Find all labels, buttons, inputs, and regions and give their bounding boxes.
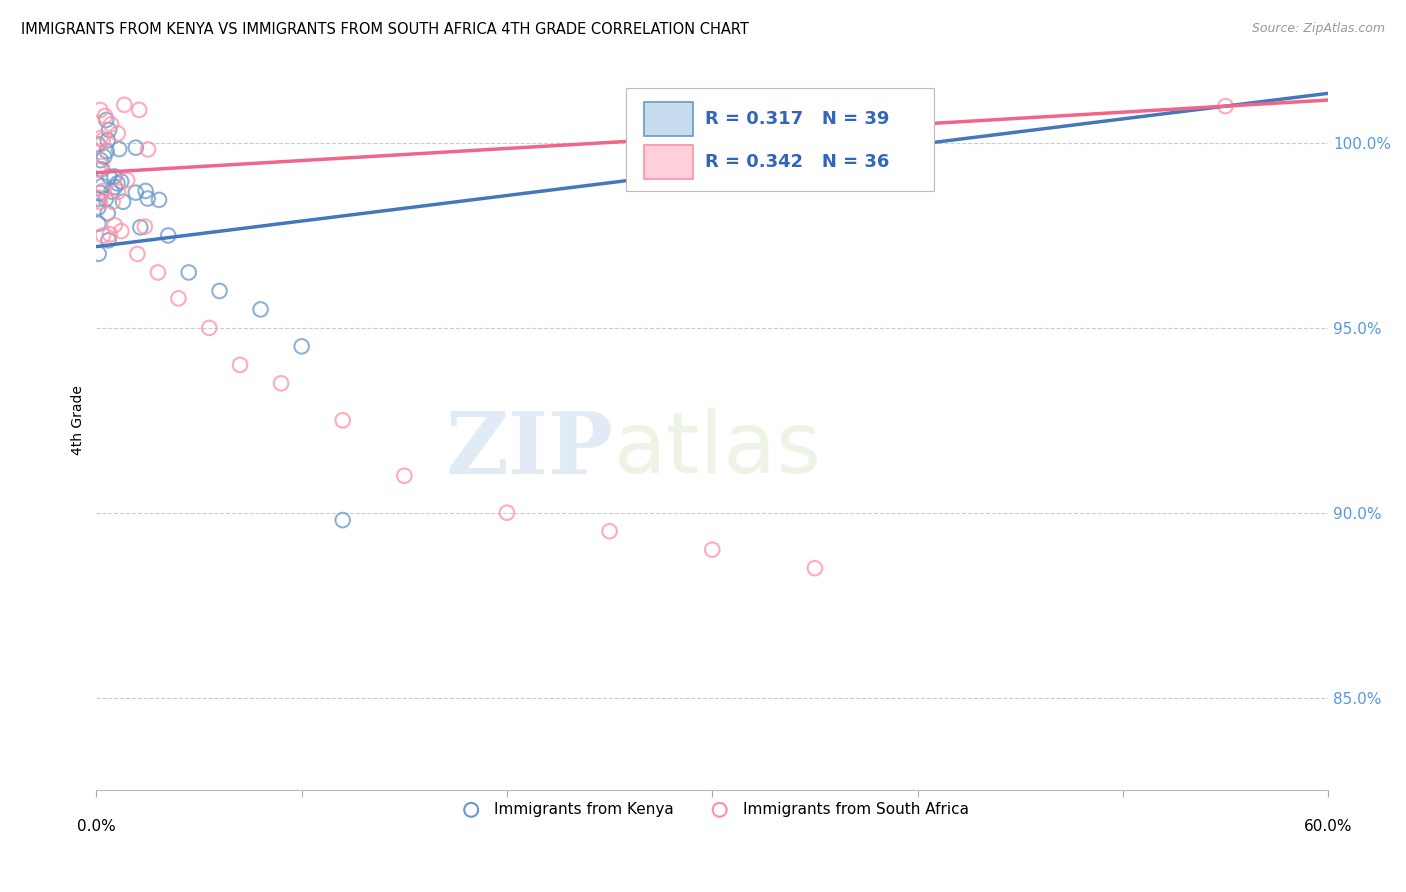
Point	[87, 162, 110, 177]
Text: 0.0%: 0.0%	[77, 820, 115, 835]
Point	[702, 542, 724, 557]
Point	[90, 153, 112, 168]
Point	[101, 194, 124, 209]
Point	[229, 358, 252, 372]
Point	[157, 228, 180, 243]
Point	[90, 179, 112, 194]
Point	[97, 133, 120, 147]
Point	[599, 524, 621, 539]
Point	[94, 109, 117, 123]
Point	[91, 133, 114, 147]
Point	[98, 169, 121, 184]
Point	[198, 321, 221, 335]
Point	[291, 339, 314, 353]
Point	[146, 265, 169, 279]
Point	[96, 112, 118, 127]
Point	[110, 174, 132, 188]
Point	[177, 265, 200, 279]
Point	[128, 103, 150, 117]
Point	[270, 376, 292, 391]
Point	[208, 284, 231, 298]
Point	[134, 219, 156, 234]
Point	[90, 159, 112, 173]
Point	[103, 169, 125, 184]
Text: ZIP: ZIP	[446, 408, 613, 491]
Point	[90, 162, 112, 177]
Point	[87, 137, 110, 152]
Point	[332, 513, 354, 527]
Point	[112, 194, 135, 209]
Point	[135, 184, 157, 198]
Point	[107, 127, 129, 141]
Point	[104, 218, 127, 232]
Point	[125, 186, 148, 200]
Point	[804, 561, 827, 575]
Point	[136, 142, 159, 156]
Point	[94, 192, 117, 206]
Point	[112, 97, 135, 112]
Point	[332, 413, 354, 427]
Point	[87, 217, 110, 231]
Point	[110, 224, 132, 238]
Point	[87, 201, 110, 215]
Text: 60.0%: 60.0%	[1303, 820, 1353, 835]
Point	[136, 192, 159, 206]
Point	[93, 150, 115, 164]
Point	[100, 185, 122, 199]
Point	[87, 138, 110, 153]
FancyBboxPatch shape	[644, 103, 693, 136]
Text: IMMIGRANTS FROM KENYA VS IMMIGRANTS FROM SOUTH AFRICA 4TH GRADE CORRELATION CHAR: IMMIGRANTS FROM KENYA VS IMMIGRANTS FROM…	[21, 22, 749, 37]
Text: Source: ZipAtlas.com: Source: ZipAtlas.com	[1251, 22, 1385, 36]
Point	[125, 140, 148, 154]
Point	[167, 291, 190, 305]
Point	[91, 228, 114, 243]
Legend: Immigrants from Kenya, Immigrants from South Africa: Immigrants from Kenya, Immigrants from S…	[450, 796, 974, 823]
Text: R = 0.342   N = 36: R = 0.342 N = 36	[704, 153, 889, 170]
Y-axis label: 4th Grade: 4th Grade	[72, 385, 86, 455]
Point	[87, 246, 110, 260]
FancyBboxPatch shape	[644, 145, 693, 178]
Point	[496, 506, 519, 520]
Point	[87, 191, 110, 205]
Point	[96, 144, 118, 158]
Point	[97, 233, 120, 247]
Point	[115, 173, 138, 187]
FancyBboxPatch shape	[626, 87, 934, 191]
Point	[148, 193, 170, 207]
Point	[1215, 99, 1237, 113]
Point	[89, 186, 111, 200]
Point	[91, 184, 114, 198]
Point	[249, 302, 271, 317]
Point	[107, 177, 129, 191]
Point	[87, 192, 110, 206]
Point	[97, 206, 120, 220]
Point	[89, 103, 111, 117]
Point	[98, 227, 121, 242]
Point	[90, 131, 112, 145]
Point	[394, 468, 416, 483]
Point	[89, 195, 111, 210]
Point	[98, 123, 121, 137]
Point	[104, 180, 127, 194]
Text: R = 0.317   N = 39: R = 0.317 N = 39	[704, 111, 889, 128]
Text: atlas: atlas	[613, 409, 821, 491]
Point	[129, 220, 152, 235]
Point	[907, 99, 929, 113]
Point	[100, 117, 122, 131]
Point	[107, 185, 129, 199]
Point	[108, 142, 131, 156]
Point	[127, 247, 149, 261]
